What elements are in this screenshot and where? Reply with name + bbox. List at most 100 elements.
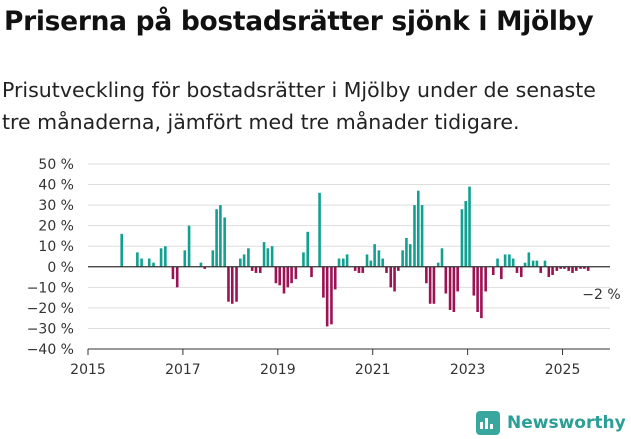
bar <box>456 266 459 292</box>
bar <box>227 266 230 302</box>
bar <box>140 258 143 267</box>
x-tick-label: 2017 <box>165 362 201 378</box>
bar <box>199 262 203 267</box>
bar <box>278 266 282 286</box>
bar <box>440 248 444 267</box>
bar <box>290 266 293 284</box>
bar <box>318 192 321 267</box>
bar <box>527 252 531 267</box>
bar <box>215 209 218 267</box>
newsworthy-logo: Newsworthy <box>476 410 626 436</box>
x-tick-label: 2019 <box>260 362 296 378</box>
bar <box>428 266 432 304</box>
bar <box>159 248 163 267</box>
bar <box>503 254 507 267</box>
bar <box>586 266 590 271</box>
bar <box>266 248 270 267</box>
bar <box>254 266 258 273</box>
y-axis: −40 % −30 % −20 % −10 % 0 % 10 % 20 % 30 % 40 % 5… <box>27 157 610 358</box>
bar <box>401 250 404 267</box>
bar <box>164 246 167 267</box>
chart-subtitle: Prisutveckling för bostadsrätter i Mjölb… <box>2 78 596 134</box>
bar <box>405 238 408 267</box>
bar <box>480 266 483 319</box>
bar <box>330 266 333 325</box>
bar <box>361 266 365 273</box>
y-tick-label: 0 % <box>47 260 74 276</box>
bar <box>345 254 349 267</box>
bar <box>389 266 393 288</box>
bar <box>230 266 234 304</box>
bar <box>353 266 357 271</box>
gridlines <box>88 163 610 350</box>
bar <box>365 254 369 267</box>
bars <box>120 186 590 327</box>
last-value-annotation: −2 % <box>582 287 620 303</box>
x-tick-label: 2015 <box>70 362 106 378</box>
bar <box>535 260 539 267</box>
bar <box>491 266 495 275</box>
bar <box>147 258 151 267</box>
bar <box>342 258 345 267</box>
bar <box>369 260 373 267</box>
y-tick-label: −20 % <box>27 301 74 317</box>
bar <box>408 244 412 267</box>
bar <box>579 266 582 269</box>
bar <box>444 266 448 294</box>
bar <box>270 246 274 267</box>
bar <box>242 254 246 267</box>
x-tick-label: 2023 <box>450 362 486 378</box>
bar <box>381 258 384 267</box>
bar <box>219 205 222 267</box>
bar <box>247 248 250 267</box>
bar <box>286 266 290 288</box>
bar <box>262 242 266 267</box>
bar <box>120 233 123 267</box>
bar <box>274 266 278 284</box>
logo-text: Newsworthy <box>507 413 626 433</box>
bar <box>136 252 139 267</box>
bar <box>416 190 420 267</box>
bar <box>203 266 207 269</box>
bar <box>239 258 242 267</box>
bar <box>508 254 511 267</box>
bar <box>476 266 479 312</box>
bar <box>152 262 155 267</box>
x-axis: 2015 2017 2019 2021 2023 2025 <box>70 348 610 378</box>
bar <box>211 250 215 267</box>
bar <box>511 258 515 267</box>
bar <box>496 258 499 267</box>
bar <box>432 266 436 304</box>
bar <box>519 266 523 278</box>
bar <box>294 266 298 280</box>
bar <box>175 266 179 288</box>
bar <box>567 266 571 271</box>
bar <box>500 266 503 280</box>
bar <box>472 266 476 296</box>
bar <box>373 244 376 267</box>
bar <box>539 266 543 273</box>
bar <box>559 266 562 269</box>
bar <box>464 201 468 267</box>
bar <box>397 266 400 271</box>
bar-chart: −40 % −30 % −20 % −10 % 0 % 10 % 20 % 30 % 40 % 5… <box>27 157 621 378</box>
bar <box>555 266 559 271</box>
bar <box>306 231 310 267</box>
x-tick-label: 2021 <box>355 362 391 378</box>
y-tick-label: −10 % <box>27 280 74 296</box>
bar <box>448 266 452 310</box>
bar <box>543 260 547 267</box>
bar <box>171 266 175 280</box>
bar <box>377 250 381 267</box>
x-tick-label: 2025 <box>545 362 581 378</box>
bar <box>357 266 361 273</box>
bar <box>460 209 464 267</box>
bar <box>258 266 262 273</box>
bar <box>322 266 325 298</box>
bar <box>484 266 487 292</box>
y-tick-label: 30 % <box>38 198 74 214</box>
y-tick-label: 20 % <box>38 219 74 235</box>
bar <box>571 266 574 273</box>
bar <box>393 266 396 292</box>
bar <box>223 217 226 267</box>
